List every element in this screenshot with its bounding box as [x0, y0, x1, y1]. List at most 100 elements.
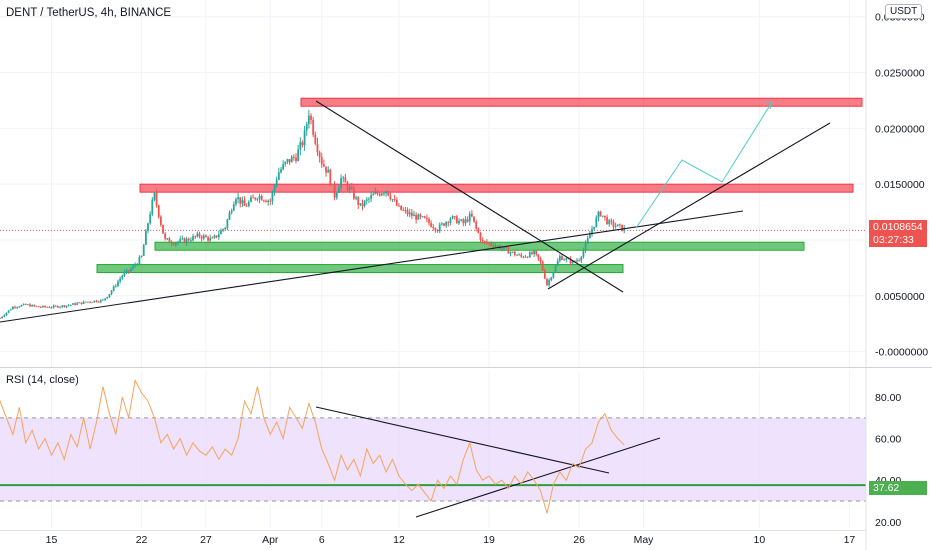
candle-body — [348, 187, 351, 190]
support-zone-upper — [154, 241, 805, 251]
candle-body — [187, 238, 190, 241]
candle-body — [494, 246, 497, 248]
candle-body — [477, 228, 480, 233]
candle-body — [5, 312, 8, 316]
rsi-band-fill — [0, 417, 866, 501]
candle-body — [428, 219, 430, 224]
candle-body — [344, 177, 347, 183]
chart-title: DENT / TetherUS, 4h, BINANCE — [6, 7, 172, 19]
candle-body — [297, 149, 300, 161]
rsi-uptrend-line — [415, 437, 661, 518]
candle-body — [134, 264, 137, 266]
candle-body — [556, 260, 559, 266]
candle-body — [361, 203, 364, 207]
candle-body — [314, 134, 317, 144]
candle-body — [78, 302, 81, 304]
candle-body — [541, 261, 544, 271]
candle-body — [535, 250, 538, 255]
resistance-zone-lower — [139, 183, 854, 193]
candle-body — [213, 235, 216, 238]
candle-body — [112, 286, 115, 291]
candle-body — [31, 304, 34, 307]
price-pane[interactable] — [0, 0, 866, 367]
candle-body — [501, 248, 503, 250]
rsi-level-tag: 37.62 — [869, 481, 927, 495]
candle-body — [576, 260, 578, 262]
candle-body — [50, 307, 53, 309]
candle-body — [608, 220, 611, 225]
rsi-tick-label: 80.00 — [875, 392, 901, 404]
candle-body — [595, 217, 598, 227]
time-tick-label: 17 — [844, 534, 856, 546]
price-axis[interactable]: 0.03000000.02500000.02000000.01500000.01… — [875, 12, 928, 359]
candle-body — [531, 252, 533, 255]
currency-badge[interactable]: USDT — [885, 4, 923, 19]
candle-body — [458, 220, 460, 224]
price-tick-label: 0.0050000 — [875, 291, 925, 303]
candle-body — [378, 193, 381, 196]
candle-body — [492, 245, 495, 248]
candlesticks — [0, 109, 866, 319]
candle-body — [89, 301, 91, 303]
candle-body — [194, 236, 197, 237]
candle-body — [520, 254, 523, 257]
candle-body — [198, 233, 201, 237]
candle-body — [269, 200, 272, 202]
time-tick-label: May — [634, 534, 655, 546]
candle-body — [166, 238, 169, 240]
candle-body — [52, 305, 55, 308]
candle-body — [398, 205, 400, 207]
candle-body — [522, 256, 525, 258]
projection-arrowhead — [764, 101, 773, 110]
candle-body — [333, 183, 336, 198]
long-uptrend-line — [0, 210, 744, 323]
resistance-zone-upper — [300, 97, 863, 107]
candle-body — [151, 199, 154, 215]
downtrend-line — [315, 100, 624, 293]
candle-body — [93, 300, 96, 303]
candle-body — [383, 193, 385, 195]
candle-body — [149, 214, 152, 224]
candle-body — [69, 304, 72, 306]
candle-body — [207, 237, 209, 241]
candle-body — [582, 250, 585, 257]
candle-body — [217, 234, 220, 238]
candle-body — [621, 224, 623, 231]
candle-body — [127, 270, 130, 272]
candle-body — [327, 169, 330, 173]
candle-body — [295, 157, 297, 161]
candle-body — [157, 205, 160, 217]
candle-body — [340, 178, 342, 188]
candle-body — [580, 256, 583, 261]
trendline-drawings[interactable] — [0, 100, 831, 518]
candle-body — [550, 277, 553, 281]
candle-body — [380, 193, 383, 196]
candle-body — [588, 234, 591, 239]
breakout-trendline — [547, 122, 831, 290]
candle-body — [558, 256, 561, 261]
candle-body — [322, 164, 325, 167]
rsi-line — [0, 378, 625, 514]
candle-body — [196, 233, 199, 237]
candle-body — [335, 192, 338, 198]
time-axis[interactable]: 15 22 27 Apr 6 12 19 26 May 10 17 — [46, 534, 856, 546]
candle-body — [400, 205, 403, 210]
candle-body — [503, 247, 505, 249]
candle-body — [599, 211, 602, 217]
candle-body — [185, 238, 188, 243]
candle-body — [434, 228, 437, 231]
candle-body — [421, 216, 424, 218]
candle-body — [232, 204, 235, 211]
candle-body — [419, 214, 422, 217]
candle-body — [220, 230, 222, 235]
rsi-tick-label: 20.00 — [875, 517, 901, 529]
candle-body — [569, 258, 572, 264]
candle-body — [563, 259, 566, 261]
candle-body — [312, 119, 315, 135]
candle-body — [451, 216, 454, 219]
time-tick-label: 22 — [136, 534, 148, 546]
rsi-series — [0, 378, 625, 514]
candle-body — [552, 272, 555, 278]
